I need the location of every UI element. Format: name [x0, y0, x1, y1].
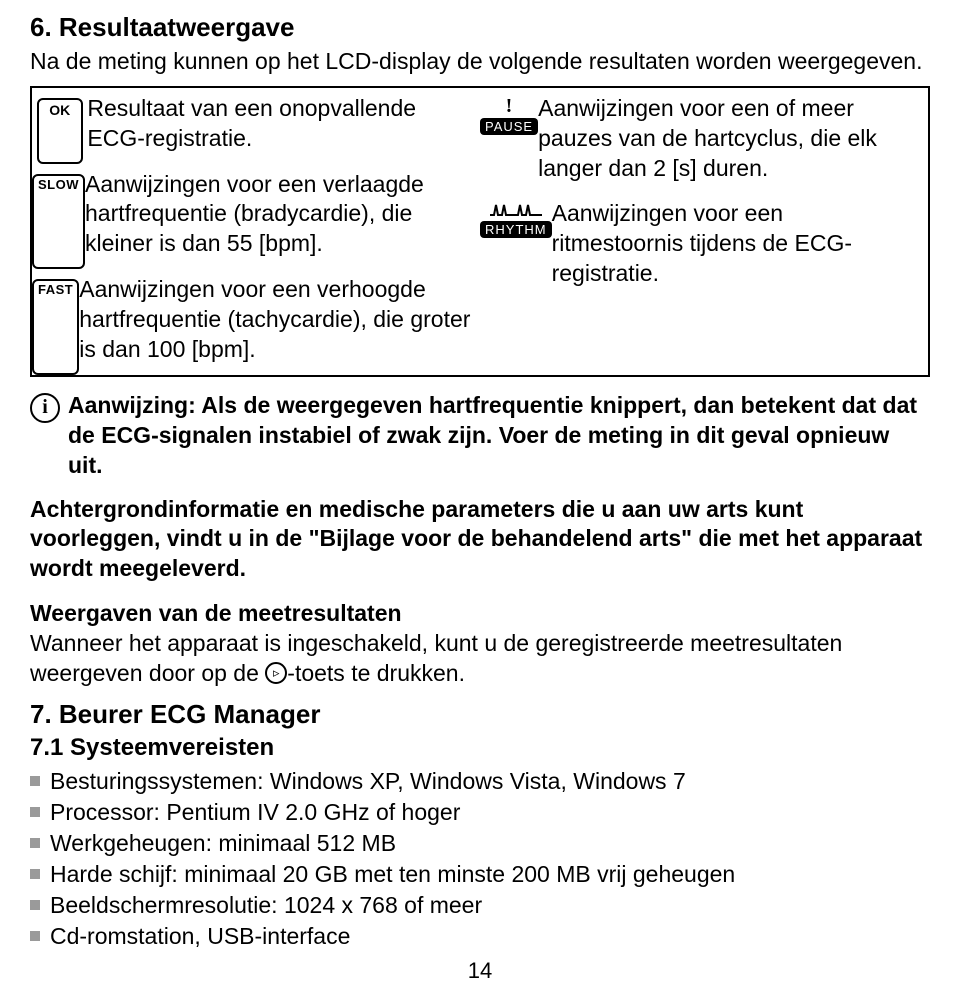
symbol-table: OK Resultaat van een onopvallende ECG-re…	[30, 86, 930, 377]
exclaim-icon: !	[498, 96, 520, 116]
slow-desc: Aanwijzingen voor een verlaagde hartfreq…	[85, 164, 480, 270]
note-text: Aanwijzing: Als de weergegeven hartfrequ…	[68, 391, 930, 481]
results-text: Wanneer het apparaat is ingeschakeld, ku…	[30, 629, 930, 689]
rhythm-wave-icon	[488, 201, 544, 219]
pause-badge: PAUSE	[480, 118, 538, 135]
rhythm-icon: RHYTHM	[480, 193, 552, 299]
pause-desc: Aanwijzingen voor een of meer pauzes van…	[538, 88, 928, 194]
note-row: i Aanwijzing: Als de weergegeven hartfre…	[30, 391, 930, 481]
info-icon: i	[30, 393, 60, 423]
play-key-icon: ▹	[265, 662, 287, 684]
svg-text:!: !	[506, 96, 513, 116]
list-item: Harde schijf: minimaal 20 GB met ten min…	[30, 859, 930, 890]
requirements-list: Besturingssystemen: Windows XP, Windows …	[30, 766, 930, 952]
ok-desc: Resultaat van een onopvallende ECG-regis…	[87, 88, 480, 164]
rhythm-badge: RHYTHM	[480, 221, 552, 238]
list-item: Processor: Pentium IV 2.0 GHz of hoger	[30, 797, 930, 828]
fast-desc: Aanwijzingen voor een verhoogde hartfreq…	[79, 269, 480, 375]
pause-icon: ! PAUSE	[480, 88, 538, 194]
background-paragraph: Achtergrondinformatie en medische parame…	[30, 495, 930, 585]
list-item: Besturingssystemen: Windows XP, Windows …	[30, 766, 930, 797]
section-7-1-title: 7.1 Systeemvereisten	[30, 734, 930, 762]
results-heading: Weergaven van de meetresultaten	[30, 600, 930, 627]
slow-badge: SLOW	[32, 174, 85, 270]
list-item: Werkgeheugen: minimaal 512 MB	[30, 828, 930, 859]
results-text-after: -toets te drukken.	[287, 660, 465, 686]
page-number: 14	[30, 958, 930, 984]
section-6-title: 6. Resultaatweergave	[30, 12, 930, 43]
rhythm-desc: Aanwijzingen voor een ritmestoornis tijd…	[552, 193, 928, 299]
section-6-intro: Na de meting kunnen op het LCD-display d…	[30, 47, 930, 76]
slow-icon: SLOW	[32, 164, 85, 270]
fast-icon: FAST	[32, 269, 79, 375]
ok-badge: OK	[37, 98, 83, 164]
fast-badge: FAST	[32, 279, 79, 375]
section-7-title: 7. Beurer ECG Manager	[30, 699, 930, 730]
ok-icon: OK	[32, 88, 87, 164]
list-item: Beeldschermresolutie: 1024 x 768 of meer	[30, 890, 930, 921]
list-item: Cd-romstation, USB-interface	[30, 921, 930, 952]
